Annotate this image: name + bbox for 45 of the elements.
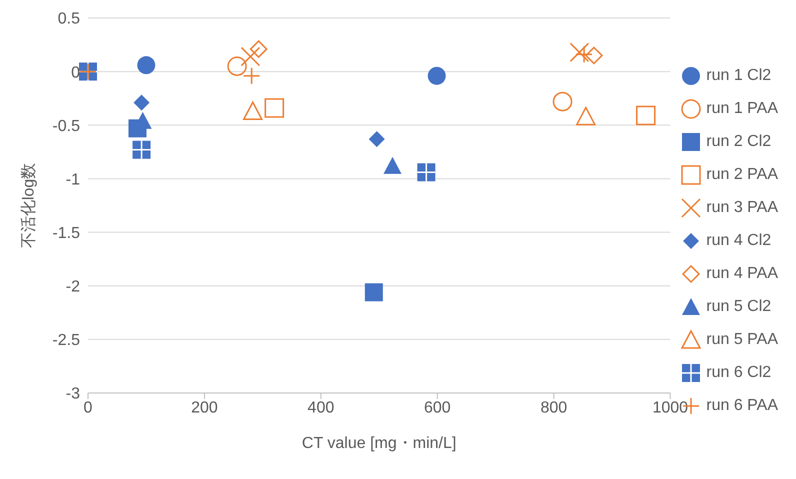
x-tick-label: 0 xyxy=(84,399,93,416)
point xyxy=(636,106,656,126)
point xyxy=(428,66,446,85)
point xyxy=(250,40,268,58)
point xyxy=(134,94,150,111)
legend-label: run 5 Cl2 xyxy=(706,298,772,316)
point xyxy=(384,156,402,174)
legend-label: run 5 PAA xyxy=(706,330,778,348)
point xyxy=(227,56,247,76)
y-tick-label: 0.5 xyxy=(58,10,80,28)
point xyxy=(575,46,593,64)
x-tick-label: 200 xyxy=(191,399,218,416)
y-tick-label: -0.5 xyxy=(52,118,80,135)
y-tick-label: -3 xyxy=(66,386,80,403)
legend-label: run 3 PAA xyxy=(706,198,778,216)
point xyxy=(264,98,284,118)
point xyxy=(368,131,385,148)
legend-label: run 1 Cl2 xyxy=(706,66,772,84)
legend-label: run 2 Cl2 xyxy=(706,132,772,150)
point xyxy=(570,42,590,62)
point xyxy=(137,56,156,74)
point xyxy=(242,67,260,85)
x-tick-label: 800 xyxy=(540,399,568,416)
legend-label: run 4 Cl2 xyxy=(706,232,772,250)
point xyxy=(243,101,263,120)
legend-label: run 6 Cl2 xyxy=(706,364,772,382)
point xyxy=(240,46,260,66)
point xyxy=(552,92,572,112)
legend-label: run 2 PAA xyxy=(706,166,778,184)
point xyxy=(364,283,383,302)
x-tick-label: 600 xyxy=(424,399,451,416)
y-tick-label: 0 xyxy=(71,64,80,82)
x-tick-label: 400 xyxy=(308,399,334,416)
point xyxy=(585,46,603,64)
y-tick-label: -2.5 xyxy=(52,332,80,350)
legend-label: run 4 PAA xyxy=(706,264,778,282)
y-axis-title: 不活化log数 xyxy=(20,162,38,248)
y-tick-label: -1.5 xyxy=(52,224,80,242)
y-tick-label: -2 xyxy=(66,278,80,296)
x-axis-title: CT value [mg・min/L] xyxy=(302,435,456,452)
x-tick-label: 1000 xyxy=(652,399,688,416)
legend-label: run 1 PAA xyxy=(706,100,778,118)
legend-label: run 6 PAA xyxy=(706,396,778,414)
point xyxy=(576,106,596,126)
y-tick-label: -1 xyxy=(66,171,80,188)
